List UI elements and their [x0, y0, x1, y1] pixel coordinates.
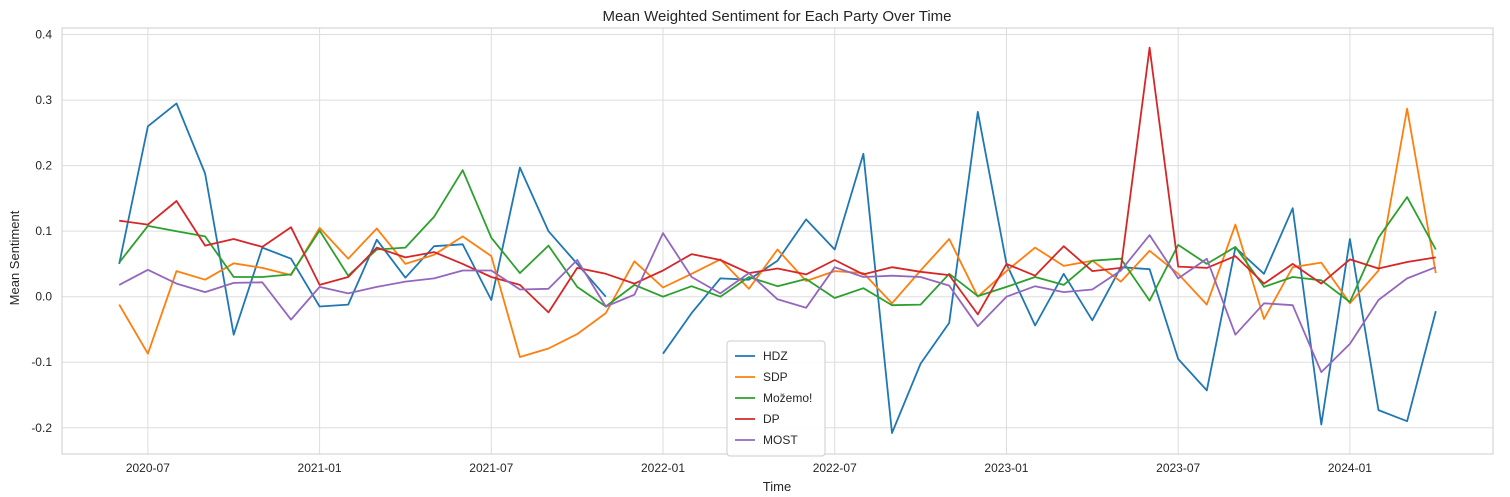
legend-entry: SDP — [763, 370, 788, 384]
chart-title: Mean Weighted Sentiment for Each Party O… — [602, 8, 951, 25]
y-tick-label: 0.4 — [35, 28, 52, 42]
y-tick-label: -0.2 — [31, 421, 52, 435]
y-tick-label: 0.0 — [35, 290, 52, 304]
x-tick-labels: 2020-07 2021-01 2021-07 2022-01 2022-07 2023-… — [126, 461, 1372, 475]
x-tick-label: 2024-01 — [1328, 461, 1372, 475]
series-lines — [118, 46, 1437, 434]
series-line-3 — [119, 46, 1436, 316]
x-axis-label: Time — [763, 479, 791, 494]
x-tick-label: 2020-07 — [126, 461, 170, 475]
grid — [62, 28, 1493, 454]
y-tick-label: -0.1 — [31, 355, 52, 369]
legend-entry: MOST — [763, 433, 798, 447]
y-tick-label: 0.1 — [35, 224, 52, 238]
y-tick-label: 0.3 — [35, 93, 52, 107]
y-axis-label: Mean Sentiment — [7, 210, 22, 305]
legend-entry: DP — [763, 412, 780, 426]
series-line-2 — [118, 169, 1437, 308]
series-line-0 — [118, 102, 1437, 434]
x-tick-label: 2022-07 — [813, 461, 857, 475]
x-tick-label: 2023-07 — [1156, 461, 1200, 475]
x-tick-label: 2022-01 — [641, 461, 685, 475]
series-line-1 — [118, 107, 1437, 358]
legend-entry: HDZ — [763, 349, 788, 363]
series-line-4 — [118, 232, 1437, 373]
legend-box — [726, 340, 826, 457]
y-tick-labels: -0.2 -0.1 0.0 0.1 0.2 0.3 0.4 — [31, 28, 52, 435]
x-tick-label: 2021-07 — [469, 461, 513, 475]
legend: HDZ SDP Možemo! DP MOST — [726, 340, 826, 457]
x-tick-label: 2021-01 — [298, 461, 342, 475]
legend-entry: Možemo! — [763, 391, 812, 405]
y-tick-label: 0.2 — [35, 159, 52, 173]
x-tick-label: 2023-01 — [984, 461, 1028, 475]
